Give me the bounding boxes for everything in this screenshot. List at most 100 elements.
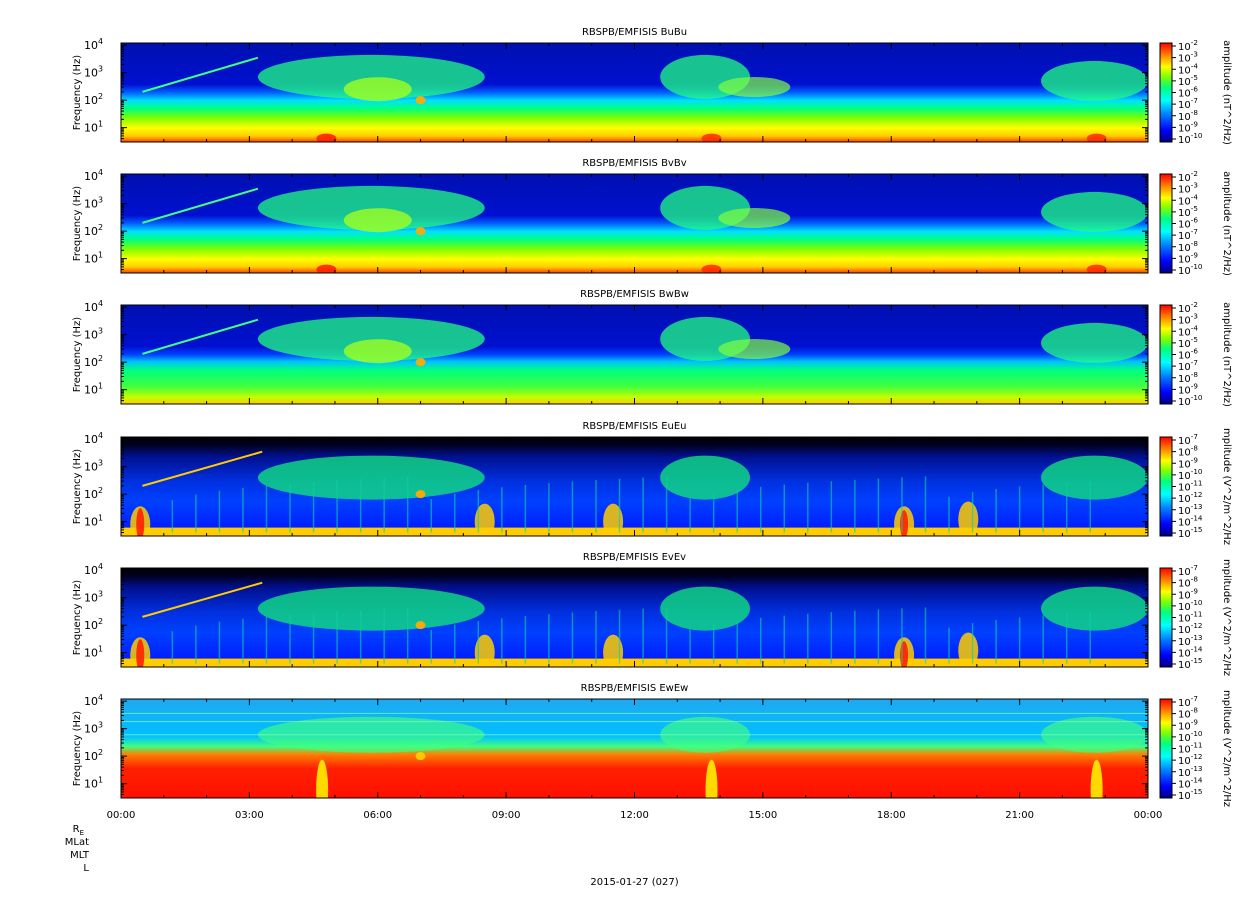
colorbar: [1159, 173, 1173, 274]
chorus-band: [257, 586, 485, 631]
colorbar-tick-label: 10-15: [1178, 525, 1202, 540]
colorbar-tick-label-exponent: -10: [1191, 467, 1203, 476]
y-axis-label-group: Frequency (Hz): [72, 449, 83, 525]
colorbar-tick-label-base: 10: [1178, 459, 1191, 470]
colorbar-tick-label: 10-14: [1178, 644, 1203, 659]
hiss-region: [343, 77, 412, 102]
y-tick-label-base: 10: [84, 170, 98, 183]
panel-title: RBSPB/EMFISIS EuEu: [582, 421, 686, 432]
rising-tone: [142, 450, 263, 487]
chorus-band: [257, 54, 485, 99]
spectrogram-image: [121, 174, 1148, 273]
colorbar-tick-label-base: 10: [1178, 220, 1191, 231]
x-tick-label: 21:00: [1005, 810, 1034, 821]
colorbar-tick-label: 10-8: [1178, 444, 1198, 459]
y-tick-label-exponent: 2: [98, 92, 103, 101]
colorbar-tick-label: 10-9: [1178, 119, 1198, 134]
colorbar-tick-label-exponent: -2: [1191, 300, 1198, 309]
y-axis-label-group: Frequency (Hz): [72, 186, 83, 262]
hiss-region: [718, 339, 791, 360]
colorbar-tick-label-exponent: -5: [1191, 73, 1198, 82]
y-tick-label: 104: [84, 562, 103, 577]
y-tick-label-base: 10: [84, 122, 98, 135]
ephemeris-label: RE: [73, 824, 84, 837]
colorbar-tick-label-exponent: -6: [1191, 347, 1199, 356]
colorbar: [1159, 42, 1173, 143]
colorbar-tick-label-base: 10: [1178, 756, 1191, 767]
colorbar-label-group: mplitude (V^2/m^2/Hz: [1221, 428, 1232, 545]
colorbar: [1159, 304, 1173, 405]
y-tick-label-base: 10: [84, 198, 98, 211]
colorbar-tick-label-base: 10: [1178, 77, 1191, 88]
perigee-notch: [316, 759, 329, 798]
broadband-burst: [603, 634, 624, 667]
colorbar-tick-label-base: 10: [1178, 614, 1191, 625]
y-tick-label-exponent: 2: [98, 748, 103, 757]
colorbar-tick-label-exponent: -5: [1191, 204, 1198, 213]
colorbar-tick-label-exponent: -10: [1191, 131, 1203, 140]
y-tick-label: 103: [84, 65, 103, 80]
spectrogram-image: [121, 437, 1148, 536]
colorbar-tick-label: 10-8: [1178, 706, 1198, 721]
colorbar-tick-label-base: 10: [1178, 54, 1191, 65]
colorbar-tick-label: 10-13: [1178, 502, 1202, 517]
broadband-burst-core: [136, 508, 145, 536]
y-axis-label: Frequency (Hz): [72, 186, 83, 262]
colorbar-tick-label-exponent: -4: [1191, 61, 1199, 70]
spectrogram-image: [121, 305, 1148, 404]
y-axis-label-group: Frequency (Hz): [72, 711, 83, 787]
perigee-spot: [701, 264, 722, 273]
colorbar-tick-label-exponent: -4: [1191, 323, 1199, 332]
colorbar-tick-label-exponent: -10: [1191, 729, 1203, 738]
colorbar-tick-label-exponent: -5: [1191, 335, 1198, 344]
colorbar-tick-label-exponent: -3: [1191, 50, 1198, 59]
y-tick-label-base: 10: [84, 695, 98, 708]
chorus-band: [257, 185, 485, 230]
y-tick-label-exponent: 3: [98, 459, 103, 468]
spectrogram-image: [121, 43, 1148, 142]
perigee-spot: [1086, 133, 1107, 142]
colorbar-tick-label: 10-4: [1178, 61, 1198, 76]
y-tick-label-exponent: 4: [98, 431, 103, 440]
y-tick-label-exponent: 4: [98, 168, 103, 177]
colorbar-tick-label: 10-2: [1178, 300, 1198, 315]
broadband-burst: [603, 503, 624, 536]
colorbar-tick-label-exponent: -13: [1191, 502, 1203, 511]
colorbar-tick-label: 10-11: [1178, 610, 1202, 625]
colorbar-tick-label: 10-9: [1178, 586, 1198, 601]
chorus-band: [660, 455, 751, 500]
colorbar-tick-label-base: 10: [1178, 65, 1191, 76]
colorbar-tick-label-exponent: -2: [1191, 169, 1198, 178]
x-tick-label: 06:00: [363, 810, 392, 821]
colorbar-tick-label-base: 10: [1178, 483, 1191, 494]
colorbar-tick-label: 10-5: [1178, 73, 1198, 88]
x-tick-label: 00:00: [1134, 810, 1163, 821]
colorbar-tick-label: 10-10: [1178, 262, 1203, 277]
colorbar-tick-label: 10-12: [1178, 621, 1202, 636]
colorbar-tick-label-exponent: -14: [1191, 775, 1203, 784]
panel-title: RBSPB/EMFISIS BwBw: [580, 289, 689, 300]
y-tick-label-exponent: 1: [98, 120, 103, 129]
colorbar-tick-label-base: 10: [1178, 254, 1191, 265]
y-tick-label-exponent: 1: [98, 251, 103, 260]
x-tick-label: 12:00: [620, 810, 649, 821]
y-tick-label-base: 10: [84, 619, 98, 632]
emission-spot: [415, 358, 426, 367]
y-tick-label-exponent: 4: [98, 693, 103, 702]
colorbar-tick-label-base: 10: [1178, 112, 1191, 123]
colorbar-tick-label-exponent: -2: [1191, 38, 1198, 47]
colorbar-tick-label-base: 10: [1178, 173, 1191, 184]
colorbar-tick-label-base: 10: [1178, 196, 1191, 207]
colorbar-tick-label-exponent: -8: [1191, 444, 1199, 453]
y-tick-label: 101: [84, 382, 103, 397]
colorbar-tick-label-exponent: -13: [1191, 633, 1203, 642]
colorbar-tick-label: 10-8: [1178, 108, 1198, 123]
colorbar-tick-label: 10-14: [1178, 775, 1203, 790]
colorbar-tick-label-base: 10: [1178, 304, 1191, 315]
y-tick-label-base: 10: [84, 461, 98, 474]
y-tick-label-base: 10: [84, 750, 98, 763]
chorus-band: [1041, 322, 1148, 363]
colorbar-tick-label: 10-9: [1178, 250, 1198, 265]
colorbar-tick-label-exponent: -6: [1191, 216, 1199, 225]
